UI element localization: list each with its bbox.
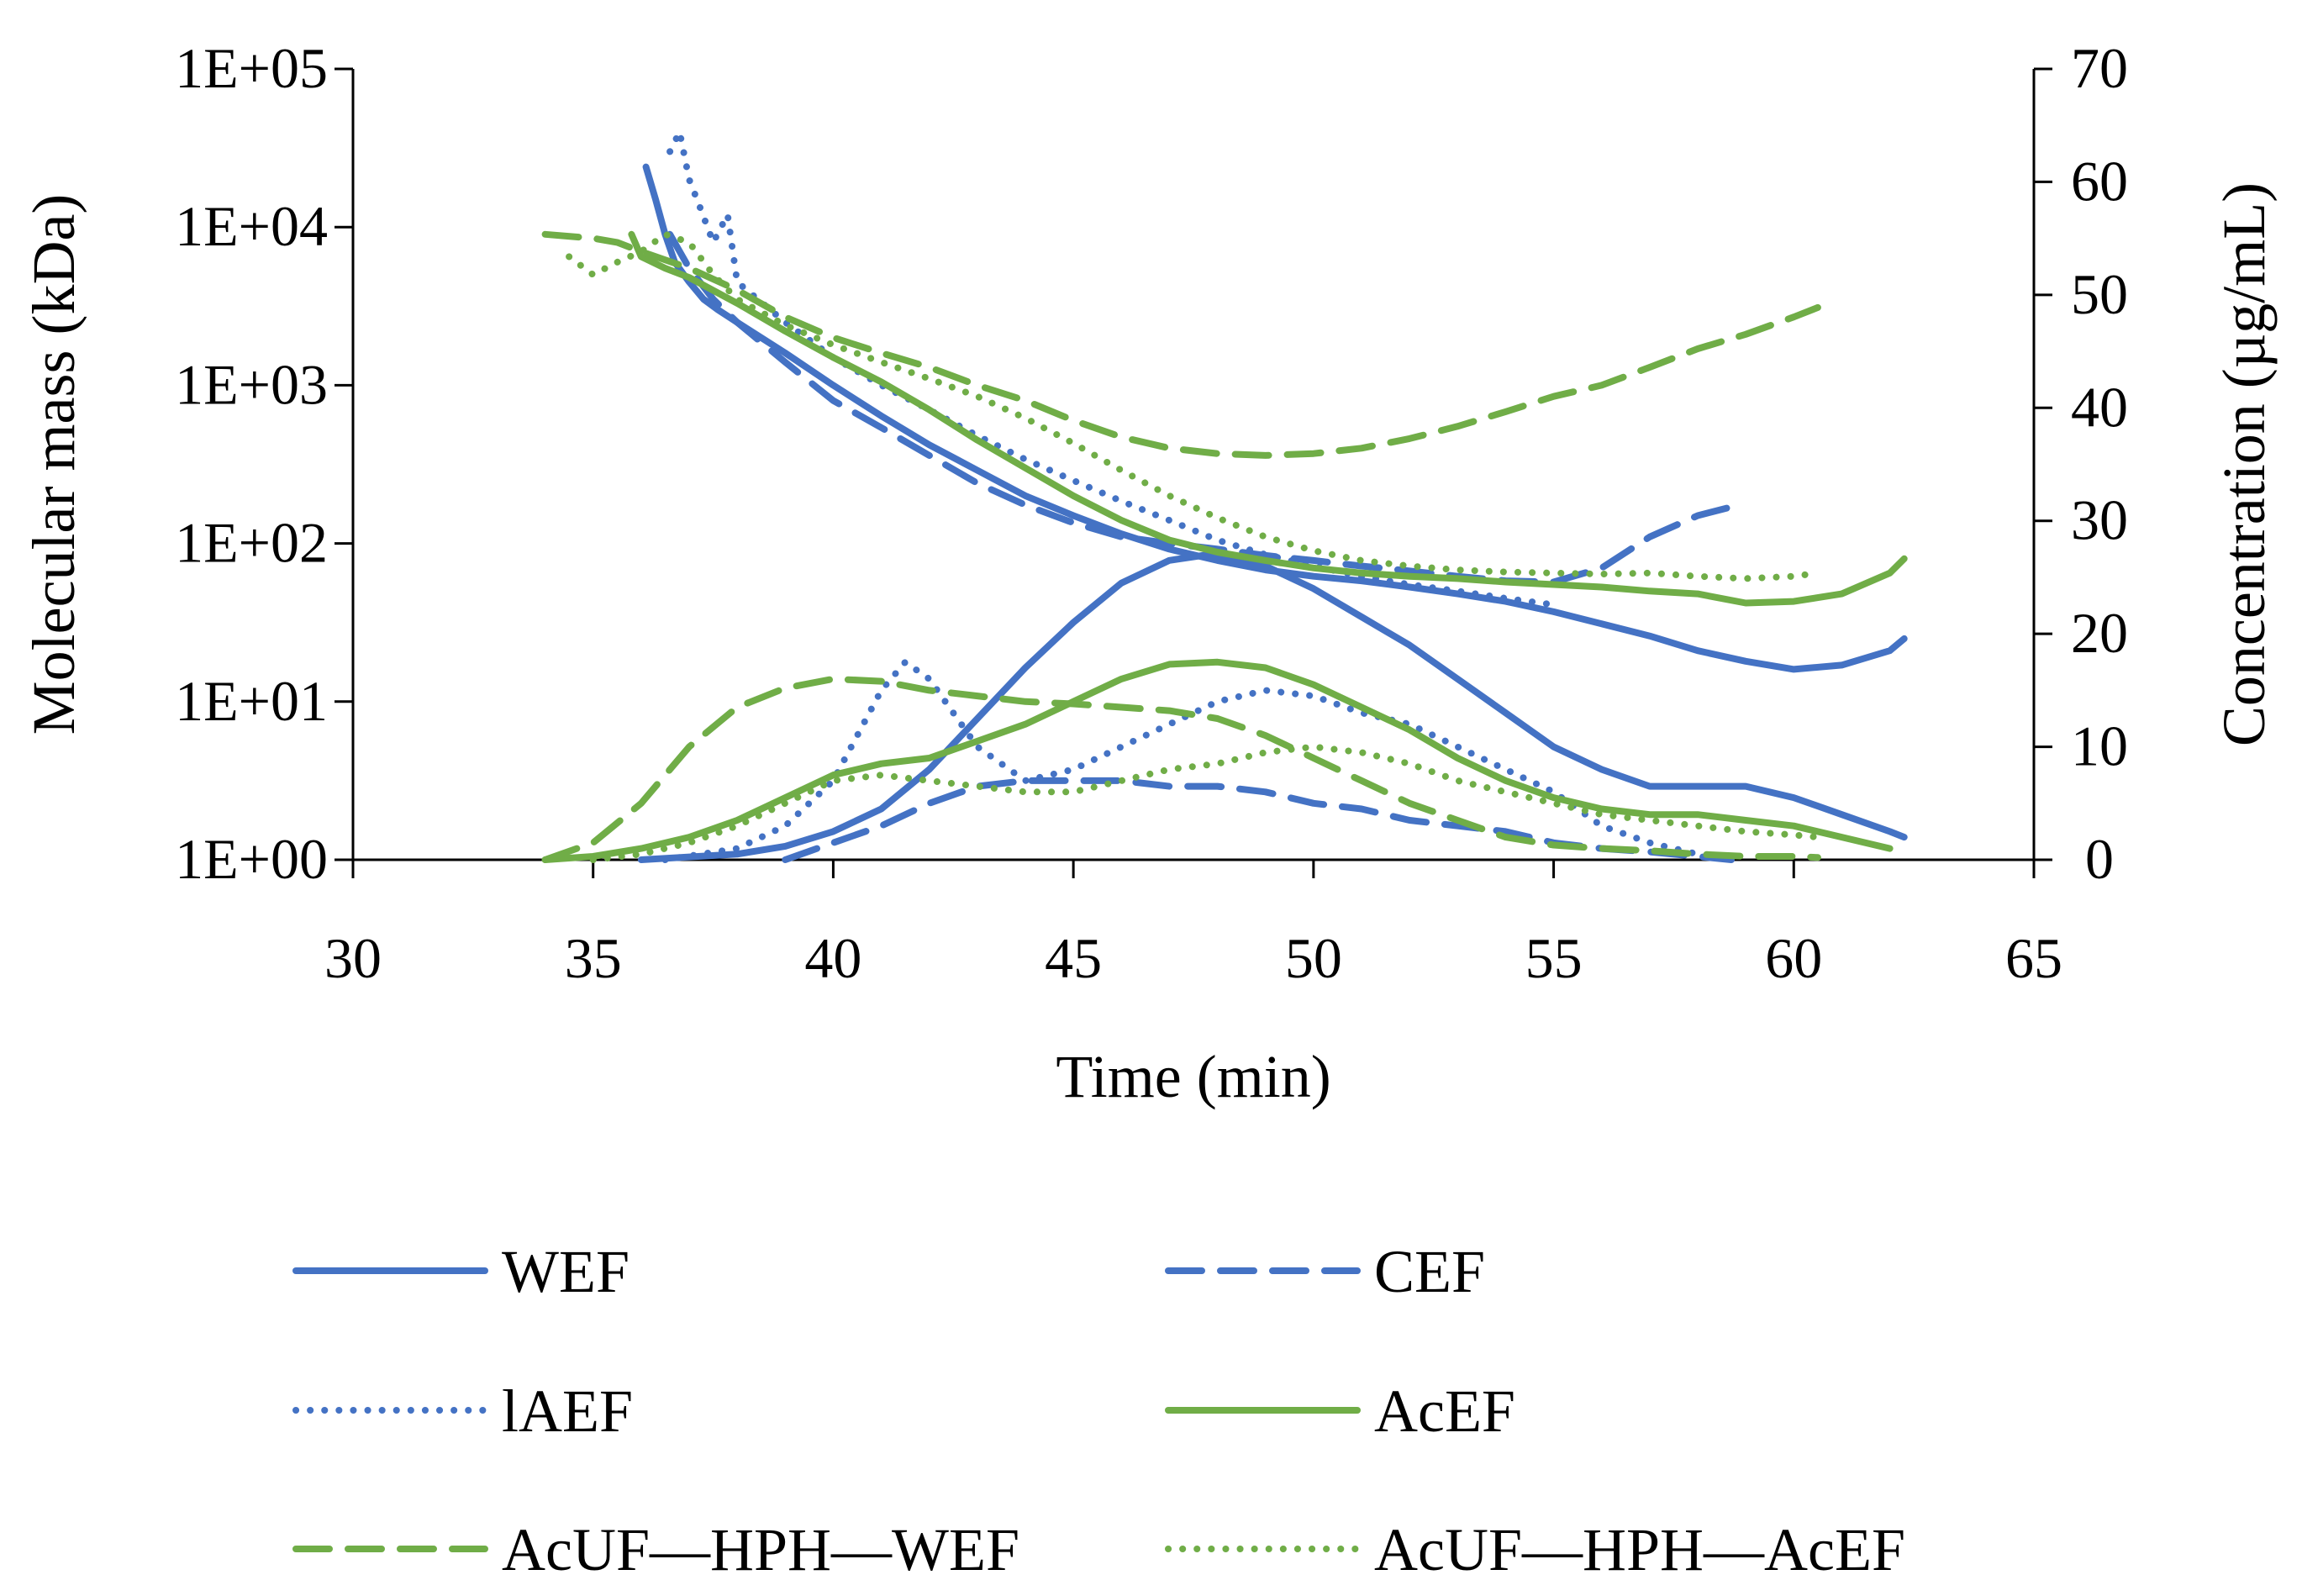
legend-item-acuf-hph-wef: AcUF—HPH—WEF <box>292 1516 1019 1583</box>
legend-item-wef: WEF <box>292 1238 629 1305</box>
series-laef-concentration-line <box>661 658 1701 863</box>
right-axis-tick-label: 60 <box>2071 149 2128 213</box>
legend: WEF CEF lAEF AcEF AcUF—HPH—WEF AcUF—HPH—AcEF <box>292 1238 1905 1583</box>
right-axis-tick-label: 30 <box>2071 488 2128 552</box>
x-axis-title: Time (min) <box>1056 1043 1330 1110</box>
plot-area <box>541 128 1908 863</box>
legend-label: lAEF <box>502 1377 633 1445</box>
x-axis-tick-label: 55 <box>1525 926 1583 990</box>
right-axis-tick-label: 70 <box>2071 36 2128 100</box>
right-axis-tick-label: 40 <box>2071 375 2128 439</box>
x-axis-tick-label: 35 <box>565 926 622 990</box>
series-cef-molecular-mass-line <box>666 230 1735 586</box>
series-acef-concentration-line <box>541 658 1894 863</box>
legend-label: AcUF—HPH—WEF <box>502 1516 1019 1583</box>
series-acuf-hph-acef-molecular-mass-line <box>566 230 1821 582</box>
x-axis-tick-label: 45 <box>1045 926 1102 990</box>
left-axis-tick-label: 1E+01 <box>175 669 328 733</box>
right-axis-tick-label: 0 <box>2085 827 2114 891</box>
series-acef-molecular-mass-line <box>628 230 1908 607</box>
series-cef-concentration-line <box>782 777 1735 863</box>
legend-label: AcEF <box>1374 1377 1515 1445</box>
left-axis-title: Molecular mass (kDa) <box>20 194 87 735</box>
series-acuf-hph-wef-concentration-line <box>541 675 1821 863</box>
left-axis-tick-label: 1E+02 <box>175 511 328 575</box>
legend-label: WEF <box>502 1238 629 1305</box>
left-axis-tick-label: 1E+05 <box>175 36 328 100</box>
right-axis-tick-label: 50 <box>2071 262 2128 326</box>
legend-item-cef: CEF <box>1165 1238 1485 1305</box>
series-wef-molecular-mass-line <box>642 163 1908 673</box>
left-axis-tick-label: 1E+00 <box>175 827 328 891</box>
x-axis-tick-label: 40 <box>804 926 861 990</box>
x-axis-tick-label: 65 <box>2005 926 2062 990</box>
x-axis-tick-label: 60 <box>1765 926 1822 990</box>
x-axis-tick-label: 50 <box>1285 926 1342 990</box>
legend-item-acef: AcEF <box>1165 1377 1515 1445</box>
series-acuf-hph-wef-molecular-mass-line <box>541 230 1821 459</box>
legend-item-acuf-hph-acef: AcUF—HPH—AcEF <box>1165 1516 1905 1583</box>
right-axis-title: Concentration (µg/mL) <box>2210 182 2278 746</box>
x-axis-tick-label: 30 <box>324 926 382 990</box>
series-wef-concentration-line <box>637 551 1908 863</box>
right-axis-tick-label: 10 <box>2071 714 2128 778</box>
axes: 1E+00 1E+01 1E+02 1E+03 1E+04 1E+05 0 10 20 30 40 5… <box>20 36 2278 1110</box>
right-axis-tick-label: 20 <box>2071 601 2128 665</box>
series-laef-molecular-mass-line <box>666 128 1557 608</box>
left-axis-tick-label: 1E+03 <box>175 352 328 416</box>
legend-label: CEF <box>1374 1238 1485 1305</box>
left-axis-tick-label: 1E+04 <box>175 194 328 258</box>
legend-item-laef: lAEF <box>292 1377 633 1445</box>
legend-label: AcUF—HPH—AcEF <box>1374 1516 1905 1583</box>
